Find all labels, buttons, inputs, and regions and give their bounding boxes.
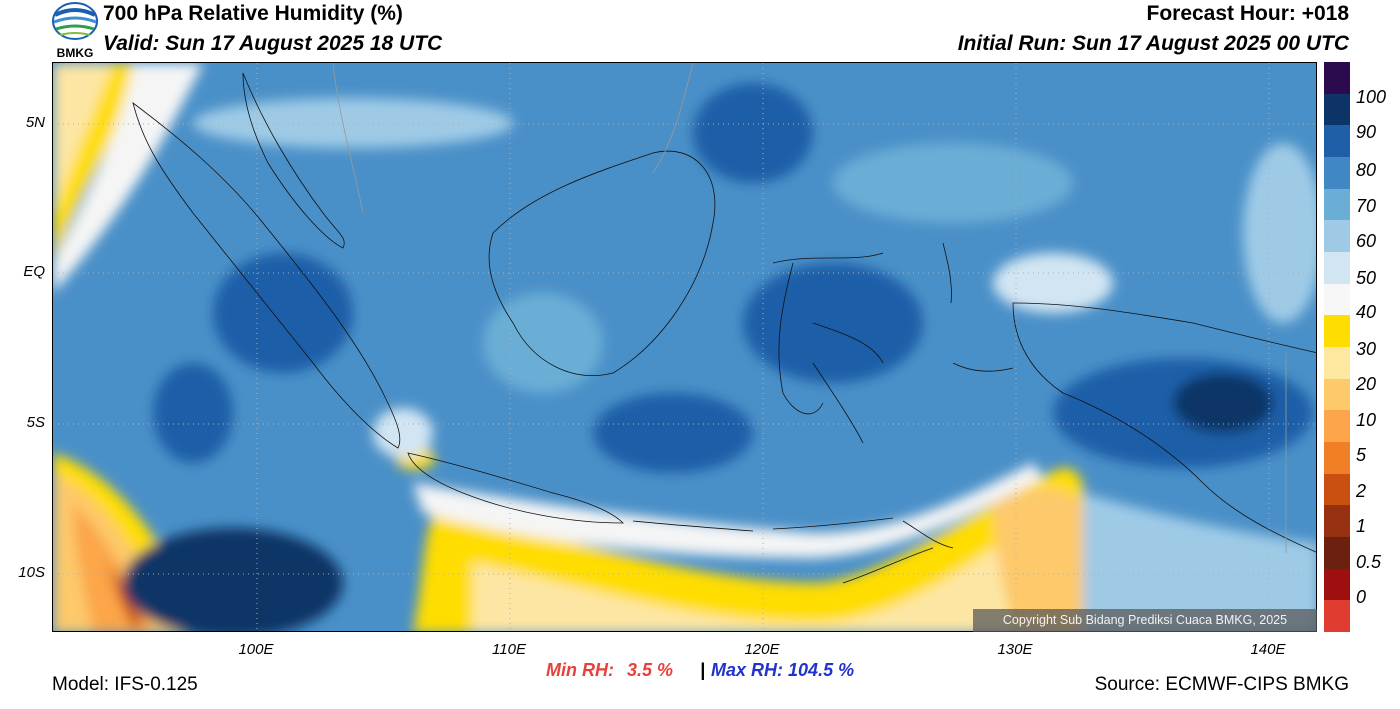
colorbar-label: 2 xyxy=(1356,481,1367,501)
colorbar-segment xyxy=(1324,188,1350,221)
colorbar-label: 70 xyxy=(1356,196,1377,216)
colorbar-segment xyxy=(1324,505,1350,538)
colorbar-segment xyxy=(1324,252,1350,285)
bmkg-logo-icon: BMKG xyxy=(50,1,100,61)
source-label: Source: ECMWF-CIPS BMKG xyxy=(1094,674,1349,695)
lon-tick-100e: 100E xyxy=(238,641,274,658)
lat-tick-5s: 5S xyxy=(26,414,45,431)
colorbar-label: 1 xyxy=(1356,516,1367,536)
min-rh: Min RH: 3.5 % xyxy=(546,660,673,681)
colorbar-label: 80 xyxy=(1356,160,1377,180)
colorbar-label: 60 xyxy=(1356,231,1377,251)
lat-tick-10s: 10S xyxy=(18,564,45,581)
max-rh-label: Max RH: xyxy=(711,660,784,680)
colorbar-segment xyxy=(1324,125,1350,158)
valid-time: Valid: Sun 17 August 2025 18 UTC xyxy=(103,32,443,55)
colorbar xyxy=(1324,62,1350,633)
colorbar-segment xyxy=(1324,473,1350,506)
colorbar-segment xyxy=(1324,378,1350,411)
colorbar-label: 20 xyxy=(1356,374,1377,394)
colorbar-label: 90 xyxy=(1356,122,1377,142)
lon-tick-140e: 140E xyxy=(1250,641,1286,658)
forecast-hour: Forecast Hour: +018 xyxy=(1146,2,1350,25)
model-label: Model: IFS-0.125 xyxy=(52,674,198,695)
lon-tick-120e: 120E xyxy=(744,641,780,658)
max-rh-value: 104.5 % xyxy=(788,660,855,680)
colorbar-label: 0 xyxy=(1356,587,1367,607)
colorbar-label: 0.5 xyxy=(1356,552,1382,572)
colorbar-segment xyxy=(1324,442,1350,475)
colorbar-label: 10 xyxy=(1356,410,1377,430)
colorbar-segment xyxy=(1324,347,1350,380)
lon-tick-110e: 110E xyxy=(492,641,526,658)
colorbar-label: 5 xyxy=(1356,445,1367,465)
stats-separator: | xyxy=(700,660,706,680)
colorbar-segment xyxy=(1324,220,1350,253)
humidity-field xyxy=(53,63,1316,631)
colorbar-segment xyxy=(1324,410,1350,443)
lat-tick-eq: EQ xyxy=(23,263,45,280)
colorbar-segment xyxy=(1324,157,1350,190)
colorbar-segment xyxy=(1324,315,1350,348)
copyright-notice: Copyright Sub Bidang Prediksi Cuaca BMKG… xyxy=(973,609,1317,632)
min-rh-value: 3.5 % xyxy=(627,660,674,680)
colorbar-label: 40 xyxy=(1356,302,1377,322)
min-rh-label: Min RH: xyxy=(546,660,614,680)
lat-tick-5n: 5N xyxy=(25,114,45,131)
colorbar-segment xyxy=(1324,62,1350,95)
colorbar-segment xyxy=(1324,93,1350,126)
colorbar-label: 50 xyxy=(1356,268,1377,288)
lon-tick-130e: 130E xyxy=(997,641,1033,658)
initial-run: Initial Run: Sun 17 August 2025 00 UTC xyxy=(957,32,1349,55)
humidity-map[interactable] xyxy=(52,62,1317,632)
colorbar-segment xyxy=(1324,568,1350,601)
max-rh: Max RH: 104.5 % xyxy=(711,660,854,681)
coastlines xyxy=(132,72,1316,584)
colorbar-label: 30 xyxy=(1356,339,1377,359)
colorbar-segment xyxy=(1324,537,1350,570)
map-title: 700 hPa Relative Humidity (%) xyxy=(103,2,403,25)
logo-text: BMKG xyxy=(56,46,94,60)
colorbar-segment xyxy=(1324,600,1350,633)
colorbar-label: 100 xyxy=(1356,87,1387,107)
colorbar-segment xyxy=(1324,283,1350,316)
